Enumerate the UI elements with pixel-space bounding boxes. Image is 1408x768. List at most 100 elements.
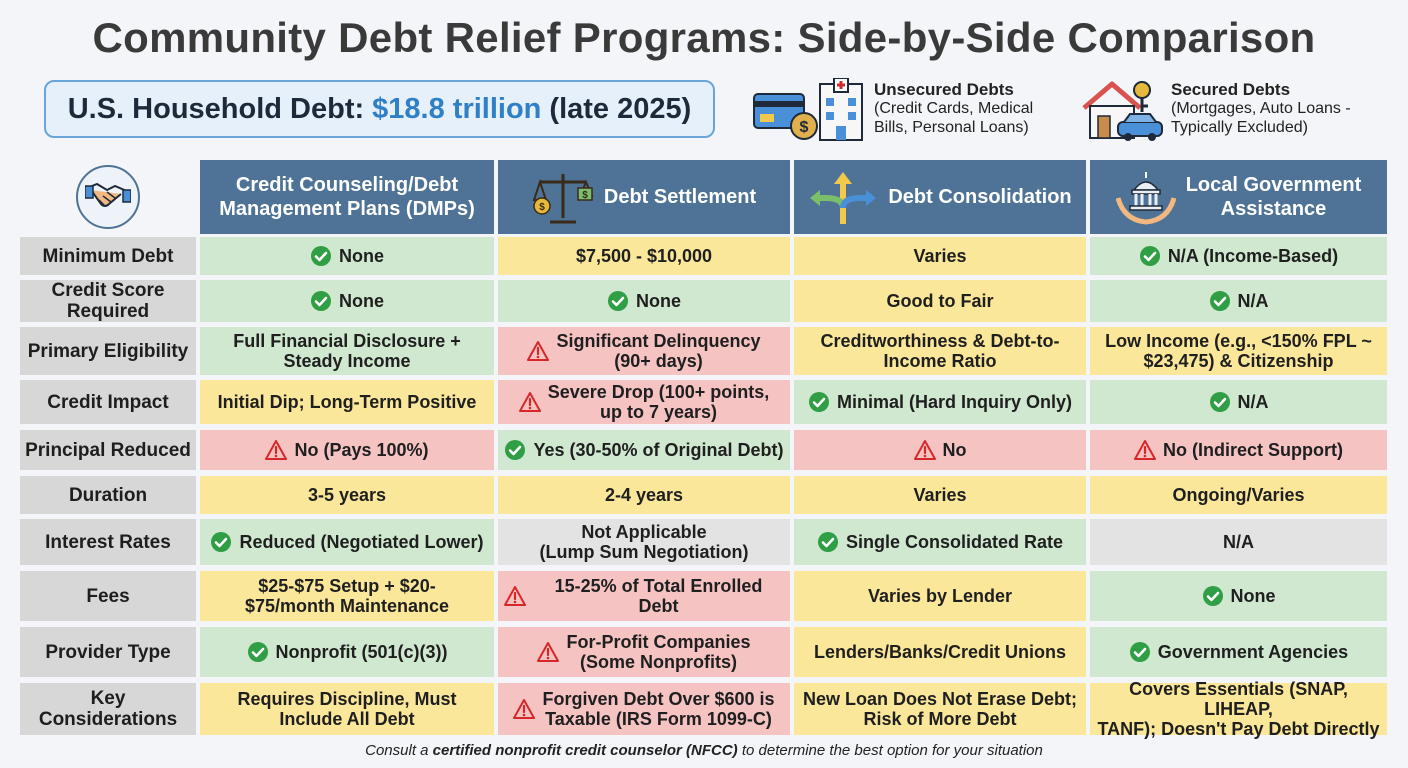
cell-text: $7,500 - $10,000 [576,246,712,266]
table-cell: 2-4 years [498,476,790,514]
footer-bold: certified nonprofit credit counselor (NF… [432,742,738,759]
column-header-line2: Management Plans (DMPs) [219,198,475,220]
cell-text-line: For-Profit Companies [566,632,751,652]
row-label: Principal Reduced [20,430,196,470]
cell-text-line: (Lump Sum Negotiation) [539,542,749,562]
table-cell: 15-25% of Total Enrolled Debt [498,571,790,621]
warning-triangle-icon [518,392,541,412]
cell-text: Forgiven Debt Over $600 is Taxable (IRS F… [542,689,774,729]
handshake-corner-icon [76,165,140,229]
check-circle-icon [1139,246,1160,266]
cell-text: Lenders/Banks/Credit Unions [814,642,1066,662]
cell-text-line: No (Pays 100%) [294,440,429,460]
cell-text: Severe Drop (100+ points, up to 7 years) [548,382,770,422]
cell-text-line: 2-4 years [604,485,684,505]
check-icon-wrap [247,641,269,663]
cell-text-line: Income Ratio [883,351,997,371]
row-label: Primary Eligibility [20,327,196,375]
column-header-local-government: Local Government Assistance [1090,160,1387,234]
cell-text: Ongoing/Varies [1172,485,1304,505]
row-label-line: Fees [86,585,130,607]
cell-text: New Loan Does Not Erase Debt; Risk of Mor… [803,689,1077,729]
check-icon-wrap [1209,290,1231,312]
check-circle-icon [1209,392,1230,412]
cell-text-line: Steady Income [283,351,411,371]
check-icon-wrap [210,531,232,553]
table-cell: Government Agencies [1090,627,1387,677]
table-cell: Forgiven Debt Over $600 is Taxable (IRS F… [498,683,790,735]
cell-text-line: Reduced (Negotiated Lower) [239,532,484,552]
scales-money-icon: $ $ [532,174,594,224]
cell-text-line: 3-5 years [307,485,387,505]
cell-text-line: $23,475) & Citizenship [1143,351,1334,371]
cell-text-line: None [339,291,384,311]
cell-text-line: $75/month Maintenance [244,596,450,616]
legend-unsecured-line1: (Credit Cards, Medical [874,100,1034,117]
cell-text: None [339,246,384,266]
warning-triangle-icon [537,642,560,662]
check-circle-icon [1209,291,1230,311]
cell-text: None [1231,586,1276,606]
column-header-line1: Credit Counseling/Debt [235,174,459,196]
row-label: Interest Rates [20,519,196,565]
warning-icon-wrap [537,641,560,663]
cell-text: Single Consolidated Rate [846,532,1063,552]
check-circle-icon [311,246,331,266]
check-circle-icon [211,532,232,552]
table-cell: Initial Dip; Long-Term Positive [200,380,494,424]
cell-text-line: Full Financial Disclosure + [233,331,461,351]
cell-text: 3-5 years [308,485,386,505]
footer-pre: Consult a [365,742,429,759]
check-circle-icon [608,291,628,311]
check-icon-wrap [808,391,830,413]
cell-text-line: Single Consolidated Rate [845,532,1064,552]
column-header-debt-consolidation: Debt Consolidation [794,160,1086,234]
warning-triangle-icon [504,586,526,606]
footer-note: Consult a certified nonprofit credit cou… [0,742,1408,759]
cell-text-line: 15-25% of Total Enrolled Debt [554,576,763,616]
warning-triangle-icon [513,699,536,719]
svg-text:$: $ [539,202,545,213]
table-cell: 3-5 years [200,476,494,514]
row-label-line: Credit Score [51,280,165,301]
cell-text-line: Varies by Lender [867,586,1013,606]
legend-secured-title: Secured Debts [1171,80,1291,99]
page-title: Community Debt Relief Programs: Side-by-… [92,14,1316,61]
row-label-line: Required [66,301,150,322]
cell-text: Nonprofit (501(c)(3)) [276,642,448,662]
table-cell: Ongoing/Varies [1090,476,1387,514]
cell-text-line: None [1230,586,1276,606]
cell-text: Creditworthiness & Debt-to- Income Ratio [820,331,1059,371]
table-cell: Covers Essentials (SNAP, LIHEAP, TANF); D… [1090,679,1387,739]
check-circle-icon [1202,586,1223,606]
table-cell: Yes (30-50% of Original Debt) [498,430,790,470]
cell-text-line: Covers Essentials (SNAP, LIHEAP, [1129,679,1348,719]
cell-text-line: TANF); Doesn't Pay Debt Directly [1097,719,1380,739]
legend-unsecured: Unsecured Debts (Credit Cards, Medical B… [874,80,1033,137]
check-circle-icon [311,291,331,311]
warning-icon-wrap [504,585,526,607]
table-cell: Severe Drop (100+ points, up to 7 years) [498,380,790,424]
row-label: Fees [20,571,196,621]
cell-text: Yes (30-50% of Original Debt) [533,440,783,460]
svg-text:$: $ [582,190,588,201]
household-debt-banner: U.S. Household Debt: $18.8 trillion (lat… [44,80,715,138]
table-cell: Good to Fair [794,280,1086,322]
table-cell: Lenders/Banks/Credit Unions [794,627,1086,677]
cell-text-line: Requires Discipline, Must [237,689,457,709]
table-cell: $7,500 - $10,000 [498,237,790,275]
cell-text-line: None [339,246,384,266]
cell-text: For-Profit Companies (Some Nonprofits) [566,632,750,672]
cell-text: None [636,291,681,311]
legend-secured: Secured Debts (Mortgages, Auto Loans - T… [1171,80,1351,137]
check-icon-wrap [1209,391,1231,413]
merging-arrows-icon [810,172,877,224]
cell-text-line: None [636,291,681,311]
table-cell: Single Consolidated Rate [794,519,1086,565]
warning-icon-wrap [913,439,936,461]
cell-text: 2-4 years [605,485,683,505]
cell-text-line: $25-$75 Setup + $20- [258,576,436,596]
row-label-line: Duration [68,484,148,506]
cell-text-line: Good to Fair [886,291,994,311]
footer-post: to determine the best option for your si… [741,742,1043,759]
